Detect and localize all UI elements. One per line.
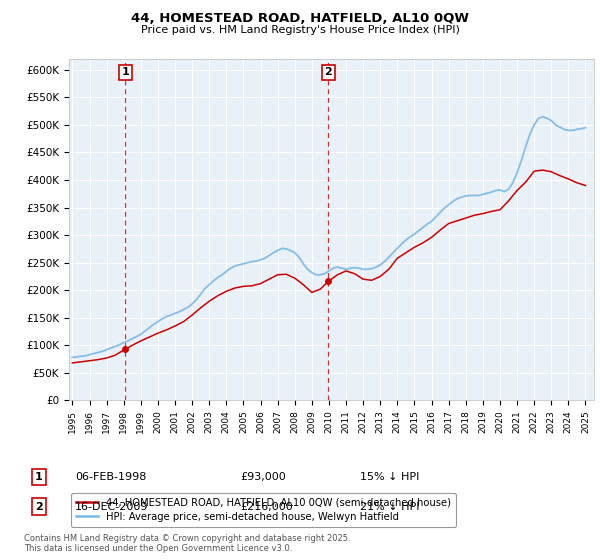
Text: 2: 2 bbox=[35, 502, 43, 512]
Text: £216,000: £216,000 bbox=[240, 502, 293, 512]
Text: 1: 1 bbox=[35, 472, 43, 482]
Text: 44, HOMESTEAD ROAD, HATFIELD, AL10 0QW: 44, HOMESTEAD ROAD, HATFIELD, AL10 0QW bbox=[131, 12, 469, 25]
Text: 06-FEB-1998: 06-FEB-1998 bbox=[75, 472, 146, 482]
Text: 16-DEC-2009: 16-DEC-2009 bbox=[75, 502, 149, 512]
Text: Price paid vs. HM Land Registry's House Price Index (HPI): Price paid vs. HM Land Registry's House … bbox=[140, 25, 460, 35]
Text: 1: 1 bbox=[121, 67, 129, 77]
Text: £93,000: £93,000 bbox=[240, 472, 286, 482]
Text: 15% ↓ HPI: 15% ↓ HPI bbox=[360, 472, 419, 482]
Text: 21% ↓ HPI: 21% ↓ HPI bbox=[360, 502, 419, 512]
Legend: 44, HOMESTEAD ROAD, HATFIELD, AL10 0QW (semi-detached house), HPI: Average price: 44, HOMESTEAD ROAD, HATFIELD, AL10 0QW (… bbox=[71, 492, 457, 526]
Text: Contains HM Land Registry data © Crown copyright and database right 2025.
This d: Contains HM Land Registry data © Crown c… bbox=[24, 534, 350, 553]
Text: 2: 2 bbox=[325, 67, 332, 77]
